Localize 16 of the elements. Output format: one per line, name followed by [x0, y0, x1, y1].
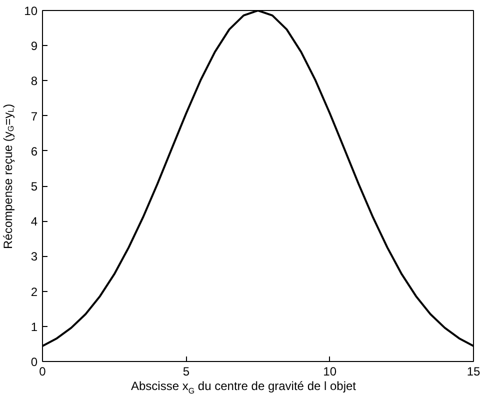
y-tick-label: 3	[30, 250, 38, 264]
y-tick-label: 7	[30, 109, 38, 124]
x-tick-label: 5	[182, 364, 190, 378]
y-tick-label: 6	[30, 144, 38, 158]
y-tick-label: 0	[30, 355, 38, 369]
y-tick-label: 10	[24, 4, 38, 18]
y-tick-label: 9	[30, 39, 38, 54]
x-axis-title: Abscisse x$_{G}$ du centre de gravité de l objet	[130, 378, 358, 397]
y-tick-label: 2	[30, 284, 38, 299]
x-tick-label: 0	[39, 364, 46, 378]
y-tick-label: 5	[30, 180, 38, 194]
x-tick-label: 15	[466, 364, 480, 378]
y-tick-label: 4	[30, 214, 38, 229]
y-tick-label: 8	[30, 74, 38, 88]
x-tick-label: 10	[323, 364, 337, 378]
y-tick-label: 1	[30, 320, 38, 334]
